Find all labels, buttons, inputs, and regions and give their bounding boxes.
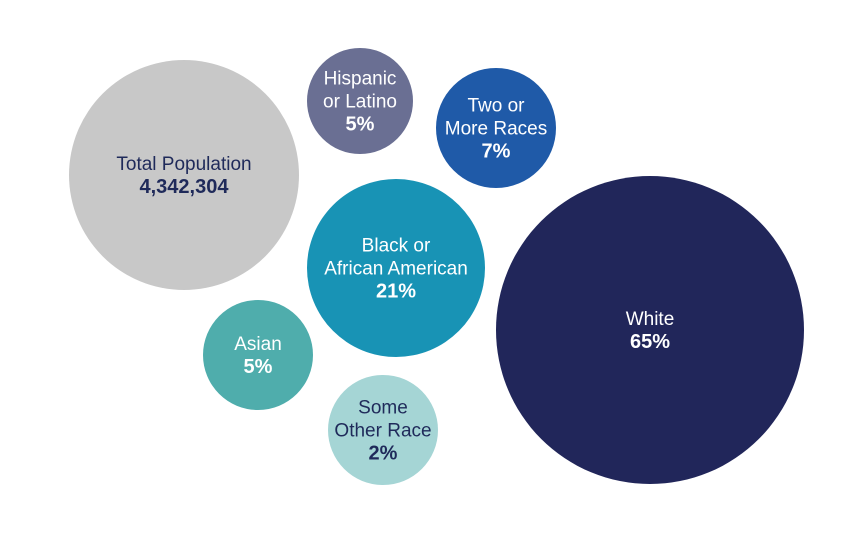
bubble-label: Hispanic <box>324 68 397 89</box>
bubble-label: Two or <box>467 95 525 116</box>
bubble-value: 5% <box>244 356 273 378</box>
bubble-circle <box>69 60 299 290</box>
bubble-value: 21% <box>376 280 416 302</box>
bubble-circle <box>496 176 804 484</box>
bubble-label: Total Population <box>116 154 251 175</box>
bubble-value: 7% <box>482 140 511 162</box>
bubble-label: More Races <box>445 118 547 139</box>
bubble-circle <box>307 48 413 154</box>
bubble-circle <box>436 68 556 188</box>
bubble-value: 2% <box>369 442 398 464</box>
bubble-value: 65% <box>630 331 670 353</box>
bubble-label: Black or <box>362 235 431 256</box>
bubble-circle <box>328 375 438 485</box>
bubble-label: or Latino <box>323 91 397 112</box>
bubble-label: Asian <box>234 334 282 355</box>
bubble-circle <box>203 300 313 410</box>
bubble-value: 4,342,304 <box>140 176 230 198</box>
bubble-label: African American <box>324 258 468 279</box>
bubble-circle <box>307 179 485 357</box>
bubble-label: Some <box>358 397 408 418</box>
bubble-label: Other Race <box>334 420 431 441</box>
bubble-label: White <box>626 309 675 330</box>
bubble-value: 5% <box>346 113 375 135</box>
